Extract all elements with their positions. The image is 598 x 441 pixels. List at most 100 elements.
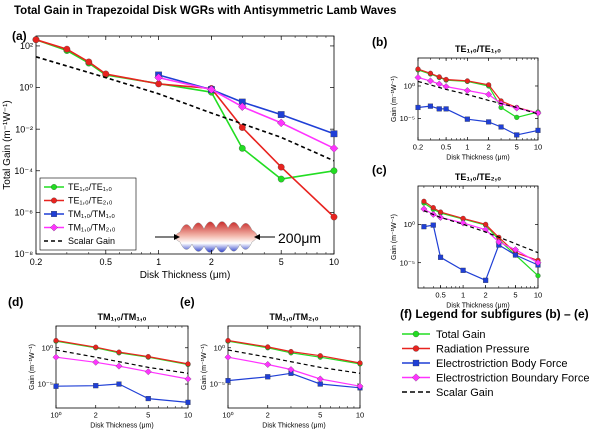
series-electrostriction-boundary-force: [420, 205, 542, 267]
data-point: [277, 163, 285, 171]
axes-box-e: [227, 325, 361, 409]
data-point: [288, 349, 294, 355]
x-tick-label: 1: [465, 143, 469, 152]
data-point: [224, 353, 232, 361]
data-point: [435, 80, 443, 88]
axes-box-b: [417, 57, 539, 141]
panel-b: 0.2 0.5 1 2 5 10 10⁻⁵ 10⁰ Disk Thickness (μm) Gai…: [372, 35, 542, 162]
series-electrostriction-boundary-force: [414, 74, 542, 117]
data-point: [93, 344, 99, 350]
y-tick-label: 10⁻⁴: [14, 166, 33, 176]
legend-f-label: Electrostriction Body Force: [436, 358, 567, 370]
minor-ticks-d: [95, 326, 183, 408]
data-point: [145, 396, 151, 402]
legend-a-label: TM₁,₀/TM₂,₀: [68, 223, 116, 233]
data-point: [534, 109, 542, 117]
x-tick-label: 0.5: [441, 143, 451, 152]
data-point: [535, 127, 541, 133]
series-line: [417, 69, 539, 119]
subplot-title: TM₁,₀/TM₁,₀: [97, 312, 146, 322]
series-tm-tm-: [155, 71, 338, 138]
x-tick-label: 0.5: [100, 257, 113, 267]
panel-label: (b): [372, 35, 387, 49]
panel-label: (e): [180, 295, 195, 309]
legend-f-marker: [412, 359, 420, 367]
data-point: [498, 124, 504, 130]
data-point: [436, 106, 442, 112]
x-tick-label: 2: [94, 411, 98, 420]
data-point: [460, 267, 466, 273]
series-line: [227, 339, 361, 364]
series-line: [227, 356, 361, 387]
legend-f-label: Scalar Gain: [436, 387, 493, 399]
data-point: [534, 259, 542, 267]
series-scalar-gain: [423, 210, 539, 254]
y-tick-label: 10⁻⁵: [400, 114, 415, 123]
data-point: [145, 354, 151, 360]
y-tick-label: 10⁻⁸: [14, 249, 33, 259]
series-line: [35, 38, 335, 180]
data-point: [427, 103, 433, 109]
data-point: [356, 382, 364, 390]
legend-f-marker: [412, 330, 420, 338]
y-axis-label: Gain (m⁻¹W⁻¹): [391, 76, 398, 122]
data-point: [421, 224, 427, 230]
series-radiation-pressure: [225, 337, 363, 366]
data-point: [483, 221, 489, 227]
y-tick-label: 10⁰: [214, 343, 225, 352]
series-line: [227, 372, 361, 389]
data-point: [265, 374, 271, 380]
data-point: [264, 361, 272, 368]
data-point: [485, 91, 493, 98]
arrow-left-head: [174, 234, 180, 240]
series-scalar-gain: [417, 80, 539, 115]
series-radiation-pressure: [53, 337, 191, 367]
x-axis-label: Disk Thickness (μm): [446, 155, 509, 162]
panel-c: 0.5 1 2 5 10 10⁻⁵ 10⁰ Disk Thickness (μm) Gain (…: [372, 163, 542, 310]
data-point: [115, 362, 123, 370]
data-point: [185, 361, 191, 367]
series-te-te-: [32, 36, 338, 221]
data-point: [464, 78, 470, 84]
data-point: [483, 277, 489, 283]
x-tick-label: 0.2: [30, 257, 43, 267]
subplot-title: TM₁,₀/TM₂,₀: [269, 312, 318, 322]
series-line: [55, 339, 189, 365]
data-point: [430, 222, 436, 228]
series-electrostriction-body-force: [421, 222, 541, 283]
legend-f-label: Total Gain: [436, 329, 486, 341]
x-tick-label: 5: [279, 257, 284, 267]
data-point: [495, 238, 503, 246]
x-tick-label: 2: [484, 291, 488, 300]
data-point: [486, 82, 492, 88]
x-tick-label: 5: [515, 143, 519, 152]
data-point: [144, 368, 152, 376]
data-point: [420, 205, 428, 213]
data-point: [427, 70, 433, 76]
y-axis-label: Gain (m⁻¹W⁻¹): [29, 344, 36, 390]
data-point: [329, 144, 339, 153]
y-axis-label: Total Gain (m⁻¹W⁻¹): [2, 100, 13, 189]
series-scalar-gain: [55, 349, 189, 374]
panel-a: 0.2 0.5 1 2 5 10 10⁻⁸ 10⁻⁶ 10⁻⁴ 10⁻² 10⁰ 10² Disk Th…: [2, 29, 339, 281]
data-point: [443, 106, 449, 112]
y-tick-label: 10⁰: [19, 83, 33, 93]
data-point: [287, 366, 295, 373]
data-point: [154, 73, 163, 82]
x-tick-label: 2: [209, 257, 214, 267]
legend-a-marker: [50, 223, 58, 232]
data-point: [52, 353, 60, 361]
x-tick-label: 10⁰: [222, 411, 233, 420]
y-tick-label: 10²: [20, 41, 33, 51]
legend-a: TE₁,₀/TE₁,₀ TE₁,₀/TE₂,₀ TM₁,₀/TM₁,₀ TM₁,₀/T…: [39, 177, 137, 251]
data-point: [184, 375, 192, 383]
panel-label: (d): [8, 295, 23, 309]
data-point: [514, 114, 520, 120]
data-point: [427, 77, 434, 85]
arrow-right-head: [254, 234, 260, 240]
series-line: [227, 349, 361, 374]
data-point: [415, 104, 421, 111]
data-point: [436, 74, 442, 80]
